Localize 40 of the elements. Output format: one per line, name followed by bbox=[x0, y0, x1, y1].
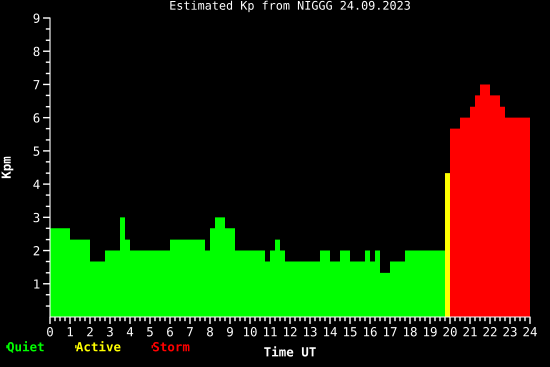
x-tick-label: 16 bbox=[364, 327, 377, 336]
x-tick-label: 23 bbox=[503, 327, 517, 336]
x-tick-label: 20 bbox=[443, 327, 457, 336]
legend-label: Storm bbox=[153, 342, 190, 352]
x-tick-label: 4 bbox=[126, 327, 134, 336]
x-tick-label: 7 bbox=[187, 327, 193, 336]
x-tick-label: 17 bbox=[384, 327, 397, 336]
x-tick-label: 21 bbox=[463, 327, 477, 336]
x-tick-label: 22 bbox=[483, 327, 496, 336]
x-tick-label: 5 bbox=[147, 327, 153, 336]
y-tick-label: 2 bbox=[34, 246, 40, 256]
x-tick-label: 24 bbox=[523, 327, 537, 336]
legend-label: Active bbox=[76, 341, 121, 352]
y-axis-title: Kpm bbox=[2, 156, 14, 178]
y-tick-label: 3 bbox=[34, 212, 40, 222]
legend-label: Quiet bbox=[8, 341, 44, 353]
chart-title: Estimated Kp from NIGGG 24.09.2023 bbox=[170, 0, 410, 12]
x-axis-title: Time UT bbox=[264, 346, 316, 357]
x-tick-label: 6 bbox=[167, 327, 173, 336]
x-tick-label: 15 bbox=[344, 327, 357, 336]
x-tick-label: 11 bbox=[264, 327, 277, 336]
x-tick-label: 13 bbox=[304, 327, 317, 336]
y-tick-label: 4 bbox=[33, 180, 40, 189]
y-tick-label: 5 bbox=[34, 146, 40, 156]
x-tick-label: 19 bbox=[424, 327, 437, 336]
x-tick-label: 2 bbox=[87, 327, 93, 336]
x-tick-label: 10 bbox=[244, 327, 257, 336]
x-tick-label: 12 bbox=[284, 327, 296, 336]
x-tick-label: 0 bbox=[47, 327, 53, 336]
y-tick-label: 6 bbox=[34, 113, 40, 123]
y-tick-label: 8 bbox=[34, 46, 40, 56]
y-tick-label: 1 bbox=[34, 279, 40, 289]
x-tick-label: 3 bbox=[107, 327, 113, 336]
x-tick-label: 8 bbox=[207, 327, 213, 336]
y-tick-label: 9 bbox=[34, 14, 40, 23]
x-tick-label: 18 bbox=[404, 327, 417, 336]
x-tick-label: 1 bbox=[68, 327, 73, 336]
x-tick-label: 9 bbox=[227, 327, 233, 336]
x-tick-label: 14 bbox=[324, 327, 337, 336]
y-tick-label: 7 bbox=[34, 80, 40, 90]
